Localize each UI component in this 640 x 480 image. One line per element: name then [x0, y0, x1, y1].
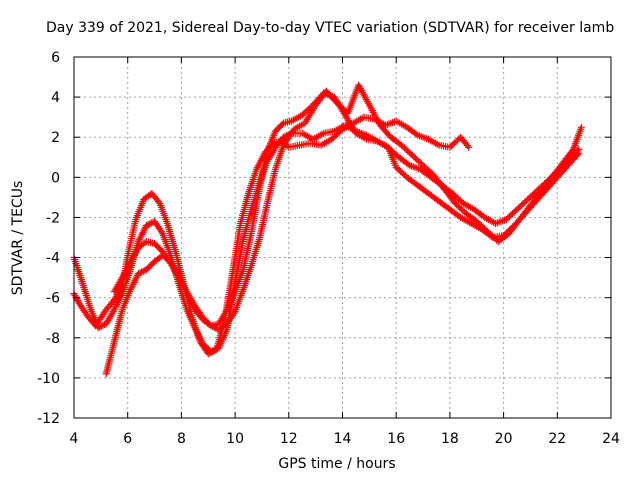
data-point-fill — [138, 268, 146, 276]
y-tick-label: -2 — [46, 210, 60, 226]
x-tick-label: 8 — [177, 431, 186, 447]
series-trace-3 — [102, 89, 583, 378]
data-point-fill — [96, 323, 104, 331]
data-point-fill — [209, 323, 217, 331]
data-point-fill — [210, 346, 218, 354]
y-tick-label: -6 — [46, 291, 60, 307]
data-point-fill — [157, 228, 165, 236]
x-tick-label: 4 — [70, 431, 79, 447]
x-tick-label: 16 — [387, 431, 405, 447]
data-markers — [70, 81, 585, 378]
x-tick-label: 20 — [495, 431, 513, 447]
data-point-fill — [210, 323, 218, 331]
x-tick-label: 18 — [441, 431, 459, 447]
y-tick-label: 0 — [51, 170, 60, 186]
data-point-fill — [212, 345, 220, 353]
x-tick-label: 12 — [280, 431, 298, 447]
y-axis-label: SDTVAR / TECUs — [10, 180, 26, 296]
data-point-fill — [146, 220, 154, 228]
y-tick-label: 2 — [51, 130, 60, 146]
y-tick-label: -8 — [46, 331, 60, 347]
data-point-fill — [568, 147, 576, 155]
data-point-fill — [97, 322, 105, 330]
data-point-fill — [136, 269, 144, 277]
data-point — [279, 133, 287, 141]
x-tick-label: 24 — [602, 431, 620, 447]
data-point — [207, 322, 215, 330]
chart-title: Day 339 of 2021, Sidereal Day-to-day VTE… — [46, 20, 615, 36]
grid — [74, 57, 611, 418]
data-point — [577, 123, 585, 131]
data-point-fill — [463, 142, 471, 150]
data-point-fill — [144, 221, 152, 229]
y-tick-label: 4 — [51, 90, 60, 106]
x-tick-label: 10 — [226, 431, 244, 447]
x-axis-label: GPS time / hours — [278, 456, 396, 472]
y-tick-label: 6 — [51, 50, 60, 66]
data-point-fill — [209, 347, 217, 355]
y-tick-label: -12 — [37, 411, 60, 427]
data-point-fill — [99, 321, 107, 329]
data-point — [142, 221, 150, 229]
data-point-fill — [573, 151, 581, 159]
data-point-fill — [139, 267, 147, 275]
x-tick-label: 14 — [334, 431, 352, 447]
data-point-fill — [155, 198, 163, 206]
series-trace-4 — [110, 81, 585, 334]
data-point — [575, 149, 583, 157]
y-tick-label: -10 — [37, 371, 60, 387]
x-tick-label: 6 — [123, 431, 132, 447]
y-tick-label: -4 — [46, 251, 60, 267]
data-point-fill — [230, 309, 238, 317]
data-point — [134, 270, 142, 278]
data-point — [94, 324, 102, 332]
data-point — [207, 348, 215, 356]
x-tick-label: 22 — [548, 431, 566, 447]
data-point — [465, 143, 473, 151]
